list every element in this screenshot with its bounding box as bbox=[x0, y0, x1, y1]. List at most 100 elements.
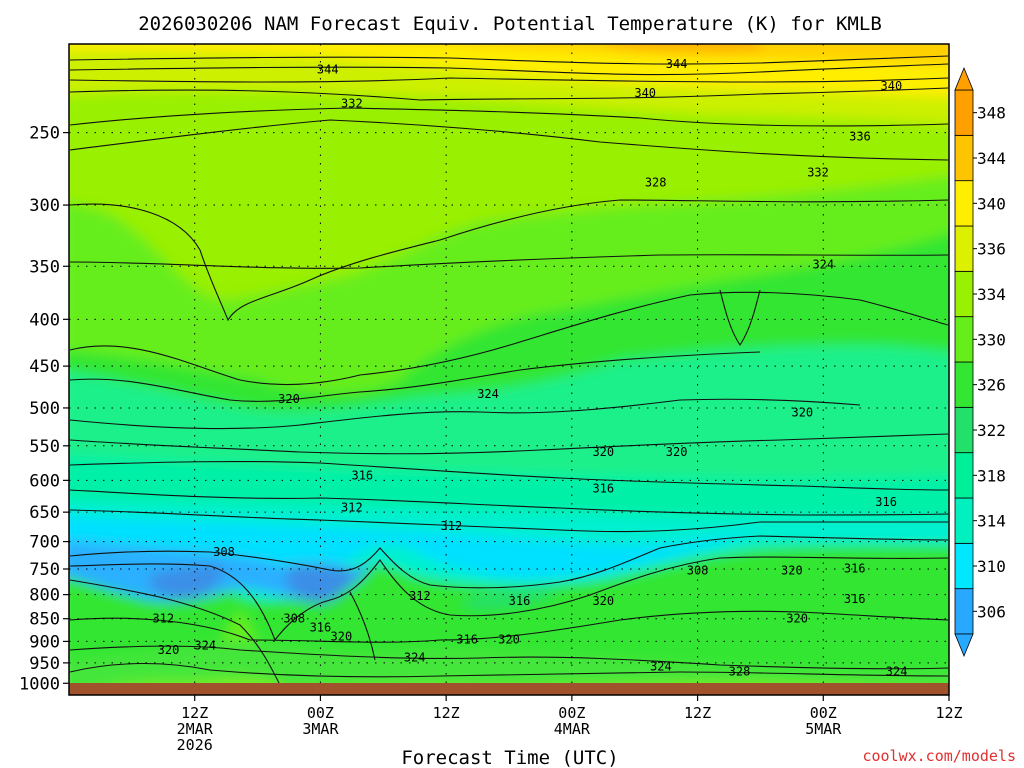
contour-label-text: 328 bbox=[645, 175, 667, 189]
contour-label-text: 344 bbox=[317, 63, 339, 77]
contour-label-text: 324 bbox=[194, 638, 216, 652]
x-axis-label: Forecast Time (UTC) bbox=[401, 747, 618, 768]
colorbar-swatch bbox=[954, 542, 974, 590]
contour-label: 336 bbox=[849, 129, 871, 143]
contour-label-text: 324 bbox=[886, 665, 908, 679]
contour-label: 308 bbox=[687, 564, 709, 578]
colorbar-label: 340 bbox=[977, 194, 1006, 213]
y-tick-label: 1000 bbox=[19, 674, 60, 694]
contour-label-text: 308 bbox=[687, 564, 709, 578]
contour-label-text: 324 bbox=[650, 660, 672, 674]
contour-label-text: 312 bbox=[409, 589, 431, 603]
contour-label-text: 316 bbox=[875, 495, 897, 509]
contour-label: 312 bbox=[341, 501, 363, 515]
colorbar-label: 330 bbox=[977, 330, 1006, 349]
contour-label: 324 bbox=[477, 387, 499, 401]
contour-label: 320 bbox=[666, 445, 688, 459]
contour-label: 324 bbox=[650, 660, 672, 674]
y-tick-label: 550 bbox=[29, 437, 60, 457]
contour-label: 320 bbox=[592, 445, 614, 459]
plot-frame bbox=[68, 43, 950, 696]
contour-label-text: 328 bbox=[729, 665, 751, 679]
colorbar-min-arrow bbox=[954, 633, 974, 658]
y-tick-label: 900 bbox=[29, 632, 60, 652]
contour-label-text: 316 bbox=[456, 633, 478, 647]
contour-label: 328 bbox=[645, 175, 667, 189]
colorbar-label: 336 bbox=[977, 240, 1006, 259]
contour-label-text: 316 bbox=[351, 469, 373, 483]
y-tick-label: 700 bbox=[29, 533, 60, 553]
contour-label: 340 bbox=[634, 86, 656, 100]
contour-label-text: 336 bbox=[849, 129, 871, 143]
contour-label: 324 bbox=[812, 257, 834, 271]
colorbar-label: 306 bbox=[977, 602, 1006, 621]
contour-label: 344 bbox=[317, 63, 339, 77]
contour-label-text: 324 bbox=[477, 387, 499, 401]
y-tick-label: 350 bbox=[29, 257, 60, 277]
y-tick-label: 250 bbox=[29, 124, 60, 144]
y-tick-label: 650 bbox=[29, 503, 60, 523]
contour-label-text: 340 bbox=[881, 79, 903, 93]
y-tick-label: 300 bbox=[29, 196, 60, 216]
contour-label-text: 320 bbox=[781, 564, 803, 578]
contour-label-text: 332 bbox=[341, 96, 363, 110]
x-tick-label: 4MAR bbox=[554, 720, 591, 738]
contour-label: 316 bbox=[351, 469, 373, 483]
colorbar-swatch bbox=[954, 270, 974, 318]
ground-surface bbox=[69, 683, 949, 695]
x-tick-label: 2026 bbox=[177, 736, 213, 754]
colorbar-swatch bbox=[954, 361, 974, 408]
contour-label-text: 320 bbox=[791, 405, 813, 419]
contour-label: 324 bbox=[404, 650, 426, 664]
contour-label: 320 bbox=[158, 643, 180, 657]
contour-label: 340 bbox=[881, 79, 903, 93]
colorbar-max-arrow bbox=[954, 66, 974, 91]
y-axis: 2503003504004505005506006507007508008509… bbox=[19, 124, 69, 694]
colorbar-swatch bbox=[954, 180, 974, 227]
contour-label-text: 316 bbox=[844, 561, 866, 575]
colorbar-swatch bbox=[954, 497, 974, 544]
credit-label: coolwx.com/models bbox=[862, 747, 1016, 765]
x-tick-label: 12Z bbox=[935, 704, 962, 722]
contour-label-text: 320 bbox=[278, 392, 300, 406]
contour-lines bbox=[69, 55, 949, 686]
contour-label-text: 344 bbox=[666, 57, 688, 71]
contour-label-text: 308 bbox=[213, 545, 235, 559]
contour-label: 320 bbox=[786, 611, 808, 625]
contour-label: 324 bbox=[886, 665, 908, 679]
contour-label: 308 bbox=[213, 545, 235, 559]
x-tick-label: 5MAR bbox=[805, 720, 842, 738]
contour-label: 316 bbox=[310, 621, 332, 635]
colorbar-swatch bbox=[954, 452, 974, 499]
contour-label-text: 312 bbox=[152, 611, 174, 625]
colorbar-label: 322 bbox=[977, 421, 1006, 440]
contour-label-text: 320 bbox=[786, 611, 808, 625]
y-tick-label: 750 bbox=[29, 560, 60, 580]
colorbar-label: 326 bbox=[977, 376, 1006, 395]
contour-label-text: 320 bbox=[592, 594, 614, 608]
contour-label: 332 bbox=[807, 165, 829, 179]
contour-label-text: 312 bbox=[341, 501, 363, 515]
contour-label: 316 bbox=[592, 482, 614, 496]
x-tick-label: 12Z bbox=[684, 704, 711, 722]
contour-label-text: 316 bbox=[310, 621, 332, 635]
colorbar-swatch bbox=[954, 316, 974, 363]
contour-label: 320 bbox=[781, 564, 803, 578]
contour-label-text: 320 bbox=[331, 630, 353, 644]
contour-label-text: 324 bbox=[812, 257, 834, 271]
contour-label-text: 320 bbox=[498, 633, 520, 647]
contour-label-text: 320 bbox=[592, 445, 614, 459]
contour-label-text: 308 bbox=[283, 611, 305, 625]
colorbar-swatch bbox=[954, 225, 974, 272]
y-tick-label: 500 bbox=[29, 399, 60, 419]
contour-label: 320 bbox=[498, 633, 520, 647]
colorbar-swatch bbox=[954, 89, 974, 136]
contour-label: 332 bbox=[341, 96, 363, 110]
y-tick-label: 800 bbox=[29, 586, 60, 606]
contour-label: 316 bbox=[456, 633, 478, 647]
contour-label-text: 316 bbox=[844, 592, 866, 606]
filled-contours bbox=[69, 44, 949, 695]
contour-label-text: 324 bbox=[404, 650, 426, 664]
contour-label: 324 bbox=[194, 638, 216, 652]
